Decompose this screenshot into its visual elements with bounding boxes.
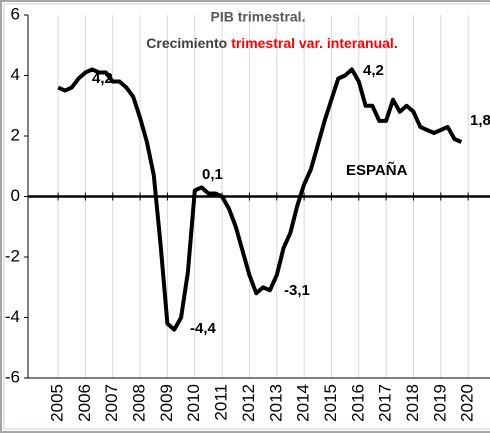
x-tick-label: 2006 [75,384,94,422]
x-tick-label: 2019 [430,384,449,422]
x-tick-label: 2017 [376,384,395,422]
y-tick-label: -2 [5,246,20,265]
x-tick-label: 2013 [266,384,285,422]
y-tick-label: 4 [11,65,20,84]
x-tick-label: 2007 [102,384,121,422]
subtitle-part: . [394,35,398,51]
y-tick-label: 6 [11,4,20,23]
x-tick-label: 2012 [239,384,258,422]
annotation: 4,2 [363,62,384,79]
y-tick-label: 0 [11,186,20,205]
x-tick-label: 2020 [458,384,477,422]
x-tick-label: 2015 [321,384,340,422]
subtitle-part: Crecimiento [146,35,227,51]
series-label: ESPAÑA [346,161,408,179]
annotation: 1,8 [470,112,490,129]
x-tick-label: 2005 [48,384,67,422]
line [57,67,463,332]
x-tick-label: 2016 [348,384,367,422]
x-tick-label: 2009 [157,384,176,422]
annotation: -3,1 [284,282,310,299]
chart-subtitle: Crecimiento trimestral var. interanual. [146,35,397,51]
x-tick-label: 2018 [403,384,422,422]
x-tick-label: 2008 [130,384,149,422]
chart-title: PIB trimestral. [211,9,306,25]
subtitle-part: trimestral var. interanual [231,35,394,51]
inner-frame [3,3,490,430]
y-tick-label: 2 [11,125,20,144]
y-tick-label: -6 [5,367,20,386]
annotation: 4,2 [92,70,113,87]
x-tick-label: 2010 [184,384,203,422]
x-tick-label: 2014 [294,384,313,422]
y-tick-label: -4 [5,307,20,326]
x-tick-label: 2011 [212,384,231,421]
annotation: 0,1 [202,166,223,183]
annotation: -4,4 [190,320,217,337]
